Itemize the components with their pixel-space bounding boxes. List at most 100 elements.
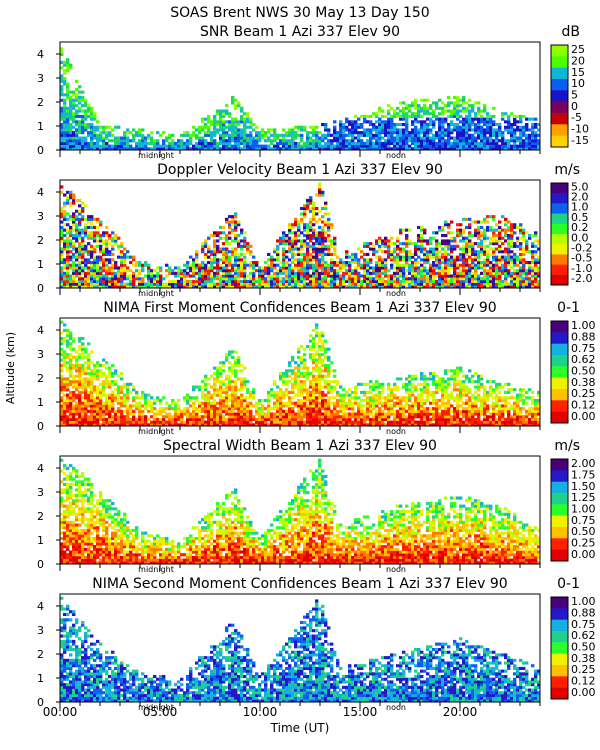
data-cell [486,255,490,259]
data-cell [408,139,412,143]
data-cell [357,247,361,251]
data-cell [492,258,496,262]
data-cell [276,271,280,275]
data-cell [99,258,103,262]
data-cell [78,423,82,427]
data-cell [321,228,325,232]
data-cell [336,271,340,275]
data-cell [267,279,271,283]
data-cell [354,131,358,135]
data-cell [261,131,265,135]
data-cell [99,244,103,248]
data-cell [525,261,529,265]
data-cell [120,263,124,267]
data-cell [375,128,379,132]
data-cell [381,123,385,127]
data-cell [126,393,130,397]
data-cell [96,220,100,224]
data-cell [192,258,196,262]
data-cell [270,141,274,145]
data-cell [498,258,502,262]
data-cell [78,139,82,143]
data-cell [99,396,103,400]
data-cell [117,374,121,378]
data-cell [231,125,235,129]
data-cell [99,393,103,397]
data-cell [492,144,496,148]
data-cell [462,109,466,113]
data-cell [192,282,196,286]
data-cell [267,282,271,286]
data-cell [471,271,475,275]
data-cell [327,139,331,143]
data-cell [231,131,235,135]
data-cell [456,223,460,227]
data-cell [294,136,298,140]
data-cell [459,128,463,132]
data-cell [495,255,499,259]
data-cell [258,131,262,135]
data-cell [447,274,451,278]
data-cell [120,139,124,143]
data-cell [405,263,409,267]
data-cell [63,141,67,145]
data-cell [66,271,70,275]
data-cell [519,269,523,273]
data-cell [87,423,91,427]
data-cell [306,228,310,232]
data-cell [525,125,529,129]
data-cell [264,147,268,151]
data-cell [135,417,139,421]
data-cell [468,274,472,278]
colorbar-label: -10 [571,122,589,135]
data-cell [144,404,148,408]
data-cell [171,399,175,403]
data-cell [198,131,202,135]
data-cell [87,282,91,286]
data-cell [99,139,103,143]
data-cell [210,252,214,256]
data-cell [447,285,451,289]
data-cell [423,98,427,102]
data-cell [432,269,436,273]
data-cell [75,139,79,143]
data-cell [471,279,475,283]
data-cell [150,282,154,286]
data-cell [420,279,424,283]
data-cell [84,261,88,265]
data-cell [117,269,121,273]
data-cell [249,250,253,254]
data-cell [207,144,211,148]
data-cell [465,282,469,286]
data-cell [105,133,109,137]
data-cell [456,234,460,238]
data-cell [186,133,190,137]
data-cell [93,269,97,273]
data-cell [90,136,94,140]
data-cell [534,277,538,281]
data-cell [405,242,409,246]
data-cell [354,274,358,278]
data-cell [537,285,541,289]
data-cell [486,277,490,281]
y-axis-label: Altitude (km) [4,332,17,404]
data-cell [330,274,334,278]
data-cell [429,131,433,135]
data-cell [243,133,247,137]
data-cell [72,347,76,351]
y-tick-label: 2 [37,234,44,247]
colorbar-label: 10 [571,77,585,90]
data-cell [78,204,82,208]
data-cell [114,139,118,143]
data-cell [144,399,148,403]
data-cell [105,125,109,129]
data-cell [306,274,310,278]
data-cell [426,147,430,151]
data-cell [471,258,475,262]
data-cell [441,139,445,143]
data-cell [510,144,514,148]
data-cell [81,239,85,243]
data-cell [450,277,454,281]
data-cell [99,147,103,151]
data-cell [516,144,520,148]
